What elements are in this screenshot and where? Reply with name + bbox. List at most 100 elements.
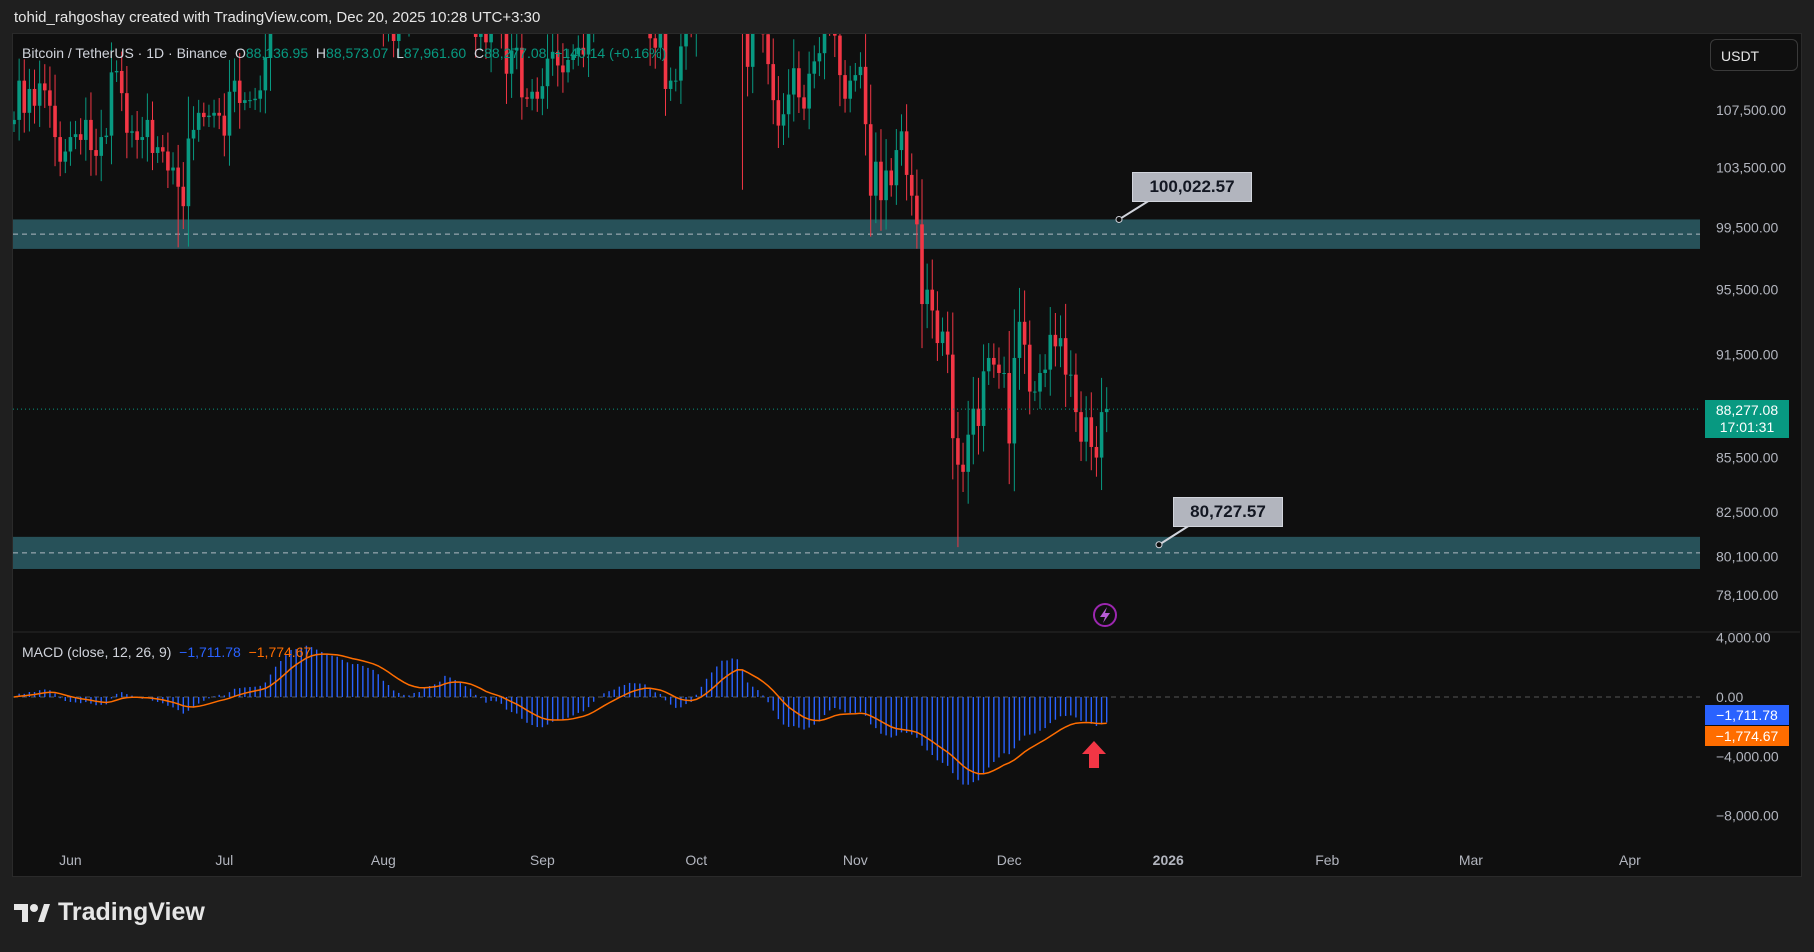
- macd-tick-label: 0.00: [1716, 689, 1743, 705]
- candle-body: [13, 119, 16, 125]
- tradingview-logo[interactable]: TradingView: [14, 898, 205, 927]
- candle-body: [27, 88, 32, 113]
- candle-body: [1043, 369, 1047, 373]
- candle-body: [396, 34, 401, 41]
- candle-body: [227, 91, 232, 136]
- upper-level-callout[interactable]: 100,022.57: [1132, 172, 1252, 202]
- macd-tick-label: −4,000.00: [1716, 748, 1779, 764]
- price-tick-label: 91,500.00: [1716, 347, 1778, 363]
- signal-line-value: −1,774.67: [248, 644, 312, 660]
- price-tick-label: 95,500.00: [1716, 282, 1778, 298]
- price-tick-label: 85,500.00: [1716, 450, 1778, 466]
- candle-body: [119, 70, 124, 94]
- candle-body: [940, 331, 945, 344]
- currency-button[interactable]: USDT: [1710, 39, 1798, 71]
- candle-body: [884, 170, 888, 201]
- time-tick-label: Jul: [215, 852, 233, 868]
- candle-body: [1053, 334, 1058, 347]
- candle-body: [874, 161, 878, 196]
- current-price-value: 88,277.08: [1715, 402, 1779, 418]
- candle-body: [94, 150, 98, 156]
- candle-body: [540, 86, 545, 99]
- candle-body: [166, 151, 170, 171]
- callout-anchor: [1155, 541, 1163, 549]
- candle-body: [812, 61, 817, 74]
- bar-countdown: 17:01:31: [1719, 419, 1775, 435]
- candle-body: [1048, 334, 1053, 370]
- candle-body: [509, 50, 514, 74]
- symbol-title[interactable]: Bitcoin / TetherUS · 1D · Binance: [22, 45, 228, 61]
- candle-body: [550, 51, 555, 59]
- price-tick-label: 78,100.00: [1716, 587, 1778, 603]
- callout-pointer: [1158, 524, 1191, 546]
- candle-body: [1074, 374, 1078, 413]
- candle-body: [63, 151, 68, 162]
- candle-body: [114, 70, 119, 73]
- price-tick-label: 80,100.00: [1716, 549, 1778, 565]
- candle-body: [868, 124, 873, 196]
- candle-body: [387, 18, 391, 30]
- price-tick-label: 99,500.00: [1716, 219, 1778, 235]
- candle-body: [17, 80, 21, 120]
- candle-body: [391, 34, 396, 41]
- candle-body: [202, 112, 206, 118]
- macd-pane: [13, 645, 1700, 785]
- candle-body: [802, 97, 806, 109]
- candle-body: [571, 54, 575, 60]
- candle-body: [741, 0, 745, 32]
- signal-value-label: −1,774.67: [1705, 726, 1789, 746]
- time-tick-label: Dec: [997, 852, 1022, 868]
- candle-body: [48, 90, 52, 106]
- candle-body: [956, 438, 960, 465]
- candle-body: [961, 464, 965, 472]
- candle-body: [1007, 372, 1012, 444]
- candle-body: [848, 80, 852, 99]
- candle-body: [494, 0, 498, 4]
- candle-body: [171, 167, 175, 171]
- candle-body: [1084, 417, 1088, 442]
- candle-body: [68, 137, 73, 152]
- candle-body: [694, 0, 698, 21]
- candle-body: [530, 91, 534, 99]
- lightning-circle: [1093, 603, 1117, 627]
- change-value: +140.14 (+0.16%): [554, 45, 667, 61]
- chart-frame[interactable]: [12, 33, 1802, 877]
- candle-body: [207, 115, 211, 118]
- candle-body: [484, 34, 488, 43]
- macd-line-value: −1,711.78: [179, 644, 241, 660]
- candle-body: [1027, 344, 1032, 392]
- candle-body: [58, 137, 62, 162]
- lightning-icon[interactable]: [1093, 603, 1117, 627]
- candle-body: [971, 408, 976, 435]
- candle-body: [658, 34, 663, 48]
- candle-body: [879, 161, 883, 201]
- time-tick-label: Apr: [1619, 852, 1641, 868]
- candle-body: [945, 331, 950, 355]
- candle-body: [253, 98, 257, 101]
- low-label: L: [396, 45, 404, 61]
- candle-body: [525, 97, 529, 99]
- candle-body: [22, 80, 27, 113]
- candle-body: [1058, 338, 1063, 347]
- macd-tick-label: −8,000.00: [1716, 808, 1779, 824]
- candle-body: [382, 0, 386, 30]
- candle-body: [217, 112, 221, 116]
- candle-body: [1079, 412, 1083, 442]
- time-tick-label: Jun: [59, 852, 82, 868]
- candle-body: [904, 131, 909, 175]
- candle-body: [756, 5, 760, 6]
- time-tick-label: 2026: [1153, 852, 1184, 868]
- time-tick-label: Feb: [1315, 852, 1339, 868]
- candle-body: [1012, 357, 1017, 444]
- chart-credit: tohid_rahgoshay created with TradingView…: [14, 9, 541, 26]
- macd-legend[interactable]: MACD (close, 12, 26, 9) −1,711.78 −1,774…: [22, 644, 311, 660]
- lower-level-callout[interactable]: 80,727.57: [1173, 497, 1283, 527]
- candle-body: [981, 371, 986, 426]
- candle-body: [181, 186, 186, 207]
- tradingview-logo-icon: [14, 903, 50, 922]
- candle-body: [581, 47, 586, 55]
- candle-body: [915, 195, 919, 225]
- candle-body: [42, 83, 47, 91]
- candle-body: [648, 34, 652, 39]
